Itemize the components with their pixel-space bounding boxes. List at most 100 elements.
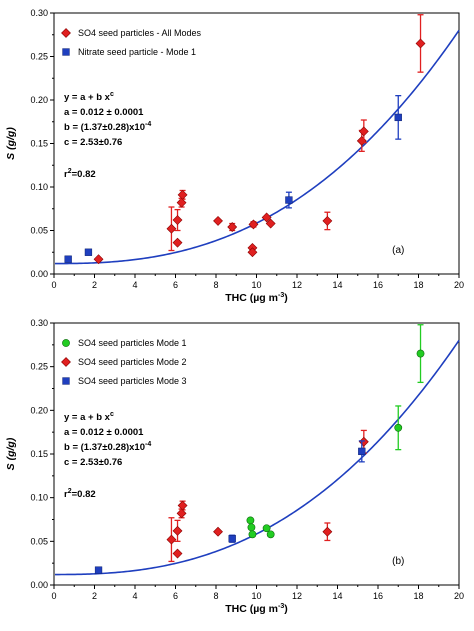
- panel-label: (a): [392, 245, 404, 256]
- x-tick-label: 14: [332, 280, 342, 290]
- equation-line3-sup: -4: [145, 441, 151, 448]
- data-point: [322, 216, 333, 226]
- y-tick-label: 0.00: [30, 580, 48, 590]
- equation-line5: r2=0.82: [64, 168, 96, 180]
- data-point: [285, 196, 293, 204]
- data-point: [172, 548, 183, 559]
- series-1: [246, 324, 425, 539]
- legend-label: SO4 seed particles Mode 1: [78, 338, 187, 348]
- data-point: [247, 247, 258, 258]
- x-tick-label: 0: [51, 591, 56, 601]
- x-tick-label: 12: [292, 591, 302, 601]
- fit-curve: [55, 29, 460, 265]
- data-point: [176, 197, 187, 208]
- equation-line3: b = (1.37±0.28)x10-4: [64, 121, 151, 133]
- data-point: [248, 530, 257, 539]
- x-tick-label: 10: [251, 280, 261, 290]
- data-point: [266, 530, 275, 539]
- series-2: [166, 429, 369, 563]
- equation-line2: a = 0.012 ± 0.0001: [64, 107, 144, 118]
- series-2: [64, 95, 402, 263]
- legend-marker: [62, 377, 70, 385]
- y-tick-label: 0.10: [30, 182, 48, 192]
- y-tick-label: 0.05: [30, 536, 48, 546]
- y-tick-label: 0.10: [30, 493, 48, 503]
- equation-line4: c = 2.53±0.76: [64, 137, 122, 148]
- x-tick-label: 18: [413, 591, 423, 601]
- legend-marker: [62, 339, 70, 347]
- x-tick-label: 18: [413, 280, 423, 290]
- x-tick-label: 20: [454, 280, 464, 290]
- x-axis-label-post: ): [284, 603, 288, 615]
- legend-label: SO4 seed particles - All Modes: [78, 28, 202, 38]
- legend-marker: [62, 48, 70, 56]
- x-axis-label: THC (µg m-3): [225, 292, 287, 304]
- x-tick-label: 2: [92, 280, 97, 290]
- legend-marker: [61, 357, 71, 367]
- y-tick-label: 0.30: [30, 8, 48, 18]
- equation-line5-sup: 2: [68, 488, 72, 495]
- equation-line1: y = a + b xc: [64, 91, 114, 103]
- data-point: [176, 508, 187, 519]
- y-axis-label: S (g/g): [5, 127, 17, 160]
- legend-label: SO4 seed particles Mode 2: [78, 357, 187, 367]
- y-tick-label: 0.30: [30, 318, 48, 328]
- x-axis-label-post: ): [284, 292, 288, 304]
- x-tick-label: 10: [251, 591, 261, 601]
- x-axis-label-main: THC (µg m: [225, 292, 278, 304]
- data-point: [84, 248, 93, 256]
- equation-line4-main: c = 2.53±0.76: [64, 457, 122, 468]
- y-tick-label: 0.15: [30, 449, 48, 459]
- data-point: [172, 525, 183, 536]
- series-3: [94, 440, 366, 574]
- y-axis-label: S (g/g): [5, 437, 17, 470]
- equation-line5-sup: 2: [68, 168, 72, 175]
- legend-marker: [61, 28, 71, 38]
- x-tick-label: 16: [373, 280, 383, 290]
- x-tick-label: 4: [132, 591, 137, 601]
- data-point: [358, 436, 369, 447]
- data-point: [265, 218, 276, 229]
- x-tick-label: 12: [292, 280, 302, 290]
- data-point: [247, 523, 256, 532]
- equation-line1-main: y = a + b x: [64, 412, 111, 423]
- equation-line1-main: y = a + b x: [64, 92, 111, 103]
- x-tick-label: 6: [173, 280, 178, 290]
- data-point: [415, 38, 426, 49]
- equation-line5: r2=0.82: [64, 488, 96, 500]
- y-tick-label: 0.20: [30, 405, 48, 415]
- series-1: [93, 14, 426, 265]
- data-point: [358, 447, 366, 456]
- x-tick-label: 16: [373, 591, 383, 601]
- panel-b-chart: 0 2 4 6 8 10 12 14 16 18 20 0.00 0.05 0.10 0.15 0.20 0.2…: [5, 318, 464, 615]
- data-point: [227, 222, 238, 232]
- data-point: [213, 526, 223, 537]
- x-tick-label: 8: [213, 280, 218, 290]
- x-tick-label: 2: [92, 591, 97, 601]
- y-tick-label: 0.05: [30, 226, 48, 236]
- data-point: [172, 237, 183, 248]
- data-point: [64, 255, 72, 263]
- data-point: [416, 349, 425, 358]
- x-tick-label: 0: [51, 280, 56, 290]
- equation-line1-sup: c: [110, 411, 114, 418]
- equation-line5-main: r: [64, 489, 68, 500]
- panel-label: (b): [392, 556, 404, 567]
- legend-label: SO4 seed particles Mode 3: [78, 376, 187, 386]
- data-point: [322, 526, 333, 537]
- data-point: [262, 524, 271, 533]
- equation-line4: c = 2.53±0.76: [64, 457, 122, 468]
- equation-line2-main: a = 0.012 ± 0.0001: [64, 427, 144, 438]
- data-point: [177, 500, 188, 511]
- data-point: [246, 516, 255, 525]
- equation-line2-main: a = 0.012 ± 0.0001: [64, 107, 144, 118]
- data-point: [94, 566, 103, 574]
- data-point: [394, 423, 403, 432]
- equation-line3-sup: -4: [145, 121, 151, 128]
- fit-curve: [55, 339, 460, 576]
- data-point: [166, 534, 177, 545]
- x-tick-label: 8: [213, 591, 218, 601]
- equation-line3: b = (1.37±0.28)x10-4: [64, 441, 151, 453]
- equation-line5-post: =0.82: [72, 489, 96, 500]
- x-tick-label: 4: [132, 280, 137, 290]
